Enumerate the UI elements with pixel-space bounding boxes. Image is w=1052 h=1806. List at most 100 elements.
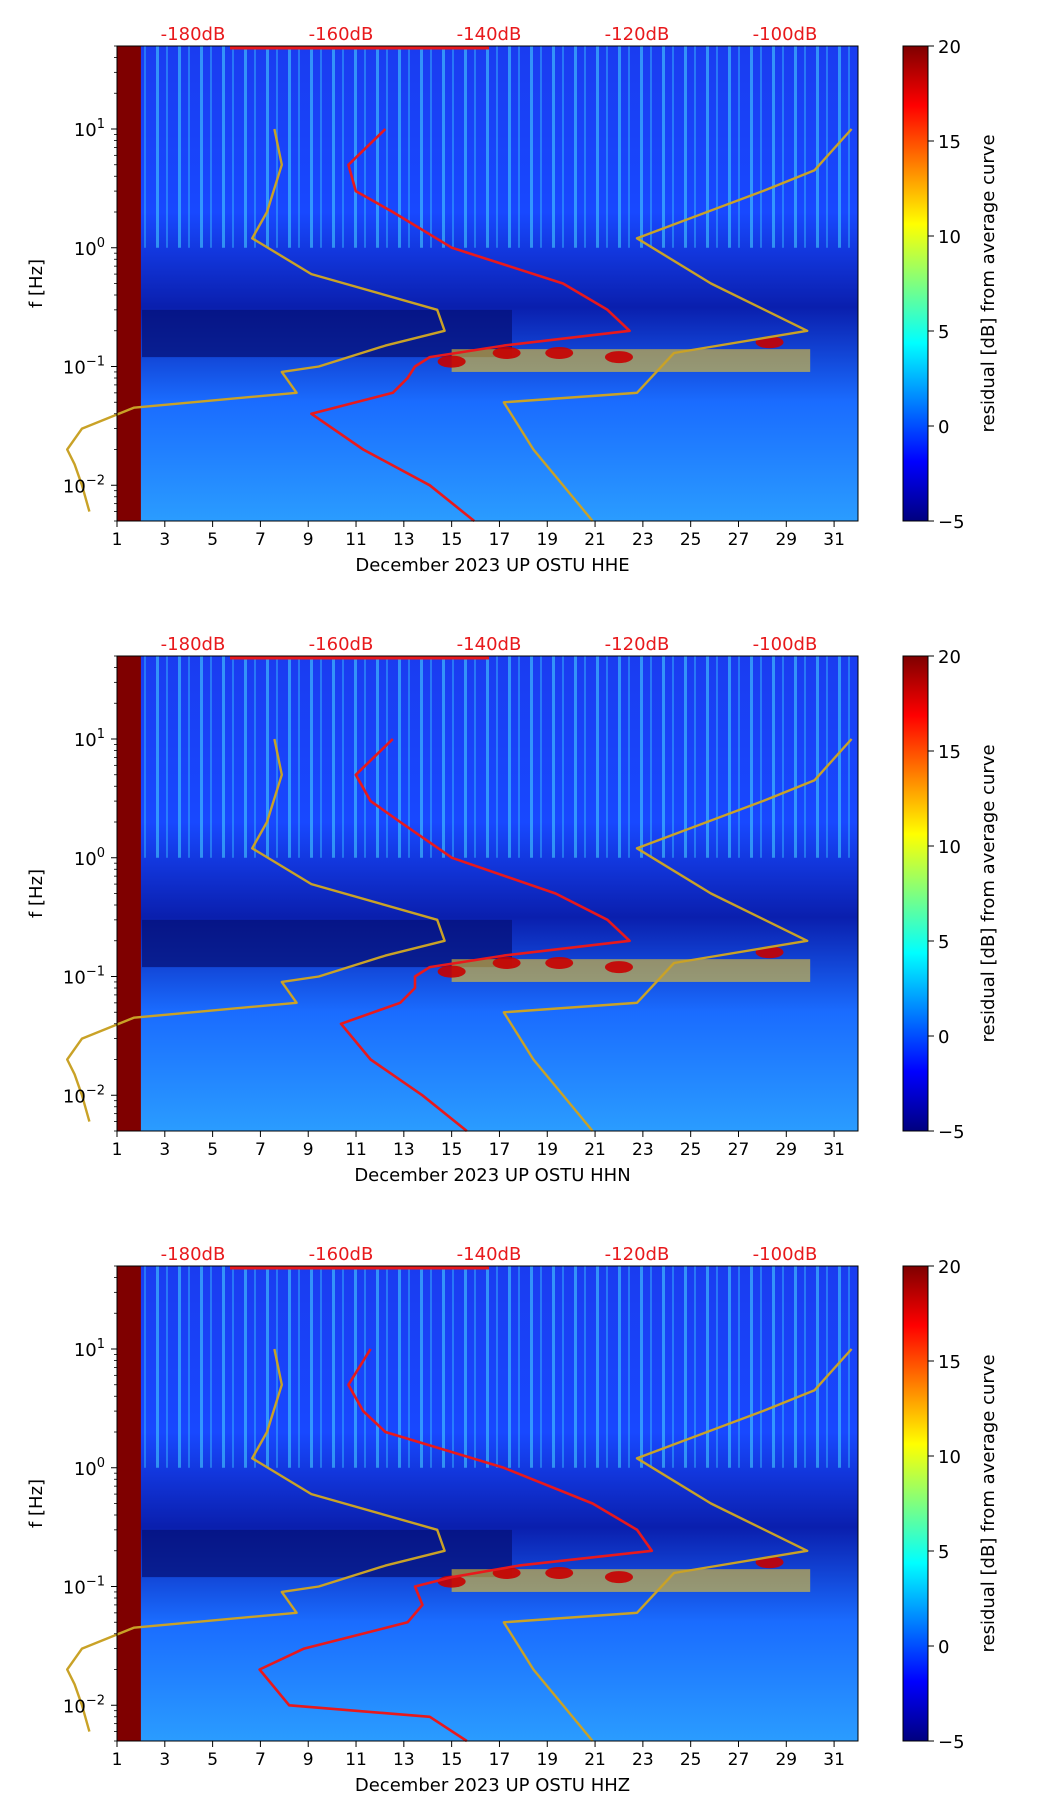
x-tick-label: 3 bbox=[159, 1750, 170, 1770]
y-axis-label: f [Hz] bbox=[26, 259, 47, 308]
spectrogram-stripes bbox=[142, 1266, 858, 1468]
colorbar-tick-label: 15 bbox=[938, 1352, 961, 1373]
low-noise-model-curve bbox=[66, 128, 446, 512]
top-db-label: -120dB bbox=[605, 1244, 670, 1265]
x-tick-label: 31 bbox=[823, 1750, 845, 1770]
x-tick-label: 31 bbox=[823, 1140, 845, 1160]
colorbar-tick-label: 0 bbox=[938, 417, 949, 438]
x-tick-label: 25 bbox=[680, 1140, 702, 1160]
colorbar-tick-label: 20 bbox=[938, 647, 961, 668]
x-tick-label: 13 bbox=[393, 1140, 415, 1160]
y-tick-label: 10−1 bbox=[63, 1575, 105, 1599]
x-tick-label: 29 bbox=[775, 1750, 797, 1770]
microseism-band bbox=[451, 959, 811, 982]
y-tick-label: 100 bbox=[74, 1456, 105, 1480]
y-tick-label: 10−2 bbox=[63, 1083, 105, 1107]
x-tick-label: 31 bbox=[823, 530, 845, 550]
x-tick-label: 5 bbox=[207, 1140, 218, 1160]
colorbar-label: residual [dB] from average curve bbox=[978, 744, 999, 1042]
colorbar-label: residual [dB] from average curve bbox=[978, 1354, 999, 1652]
x-tick-label: 29 bbox=[775, 1140, 797, 1160]
hot-spot-1 bbox=[437, 355, 466, 368]
hot-spot-2 bbox=[492, 956, 521, 969]
x-tick-label: 1 bbox=[112, 1140, 123, 1160]
x-tick-label: 9 bbox=[303, 1750, 314, 1770]
x-tick-label: 9 bbox=[303, 1140, 314, 1160]
x-tick-label: 11 bbox=[345, 1750, 367, 1770]
x-tick-label: 17 bbox=[489, 1140, 511, 1160]
y-tick-label: 10−1 bbox=[63, 965, 105, 989]
y-tick-label: 101 bbox=[74, 727, 105, 751]
colorbar-label: residual [dB] from average curve bbox=[978, 134, 999, 432]
y-tick-label: 101 bbox=[74, 1337, 105, 1361]
colorbar-tick-label: 20 bbox=[938, 37, 961, 58]
data-gap-strip bbox=[117, 1266, 141, 1741]
x-tick-label: 3 bbox=[159, 1140, 170, 1160]
x-tick-label: 1 bbox=[112, 530, 123, 550]
panel-HHN: 1 3 5 7 9 11 13 15 17 19 21 23 25 27 29 3110−210−110010… bbox=[26, 634, 999, 1186]
colorbar-tick-label: 15 bbox=[938, 132, 961, 153]
x-axis-label: December 2023 UP OSTU HHZ bbox=[355, 1775, 630, 1796]
top-db-label: -140dB bbox=[457, 24, 522, 45]
x-tick-label: 21 bbox=[584, 1140, 606, 1160]
hot-spot-3 bbox=[545, 956, 574, 969]
top-db-label: -100dB bbox=[753, 24, 818, 45]
high-noise-model-curve bbox=[502, 738, 853, 1132]
x-tick-label: 29 bbox=[775, 530, 797, 550]
x-tick-label: 19 bbox=[536, 1750, 558, 1770]
low-noise-model-curve bbox=[66, 738, 446, 1122]
top-db-label: -140dB bbox=[457, 634, 522, 655]
hot-spot-4 bbox=[604, 351, 633, 364]
y-tick-label: 100 bbox=[74, 236, 105, 260]
top-db-label: -160dB bbox=[309, 1244, 374, 1265]
colorbar-tick-label: −5 bbox=[938, 512, 965, 533]
x-tick-label: 19 bbox=[536, 1140, 558, 1160]
data-gap-strip bbox=[117, 656, 141, 1131]
x-tick-label: 21 bbox=[584, 530, 606, 550]
colorbar-tick-label: 10 bbox=[938, 1447, 961, 1468]
x-tick-label: 11 bbox=[345, 1140, 367, 1160]
panel-HHZ: 1 3 5 7 9 11 13 15 17 19 21 23 25 27 29 3110−210−110010… bbox=[26, 1244, 999, 1796]
quiet-band bbox=[142, 919, 512, 968]
x-tick-label: 19 bbox=[536, 530, 558, 550]
x-tick-label: 23 bbox=[632, 1750, 654, 1770]
x-tick-label: 17 bbox=[489, 1750, 511, 1770]
x-tick-label: 7 bbox=[255, 1750, 266, 1770]
microseism-band bbox=[451, 349, 811, 372]
hot-spot-1 bbox=[437, 965, 466, 978]
x-tick-label: 15 bbox=[441, 1140, 463, 1160]
y-tick-label: 100 bbox=[74, 846, 105, 870]
x-tick-label: 25 bbox=[680, 1750, 702, 1770]
x-tick-label: 15 bbox=[441, 1750, 463, 1770]
hot-spot-3 bbox=[545, 346, 574, 359]
colorbar-tick-label: 5 bbox=[938, 322, 949, 343]
colorbar-tick-label: 15 bbox=[938, 742, 961, 763]
x-tick-label: 25 bbox=[680, 530, 702, 550]
y-axis-label: f [Hz] bbox=[26, 1479, 47, 1528]
top-db-label: -180dB bbox=[161, 24, 226, 45]
x-axis-label: December 2023 UP OSTU HHN bbox=[354, 1165, 630, 1186]
top-db-label: -100dB bbox=[753, 634, 818, 655]
panel-HHE: 1 3 5 7 9 11 13 15 17 19 21 23 25 27 29 3110−210−110010… bbox=[26, 24, 999, 576]
x-tick-label: 7 bbox=[255, 1140, 266, 1160]
quiet-band bbox=[142, 1529, 512, 1578]
x-tick-label: 27 bbox=[728, 530, 750, 550]
average-curve bbox=[258, 1348, 654, 1743]
top-db-label: -160dB bbox=[309, 24, 374, 45]
top-db-label: -180dB bbox=[161, 1244, 226, 1265]
x-tick-label: 27 bbox=[728, 1140, 750, 1160]
hot-spot-2 bbox=[492, 346, 521, 359]
average-curve bbox=[339, 738, 631, 1133]
hot-spot-4 bbox=[604, 961, 633, 974]
colorbar-tick-label: 10 bbox=[938, 837, 961, 858]
y-tick-label: 101 bbox=[74, 117, 105, 141]
x-tick-label: 13 bbox=[393, 530, 415, 550]
colorbar-tick-label: 10 bbox=[938, 227, 961, 248]
hot-spot-4 bbox=[604, 1571, 633, 1584]
x-tick-label: 3 bbox=[159, 530, 170, 550]
colorbar-tick-label: 5 bbox=[938, 932, 949, 953]
y-tick-label: 10−1 bbox=[63, 355, 105, 379]
colorbar-tick-label: 0 bbox=[938, 1637, 949, 1658]
x-tick-label: 17 bbox=[489, 530, 511, 550]
